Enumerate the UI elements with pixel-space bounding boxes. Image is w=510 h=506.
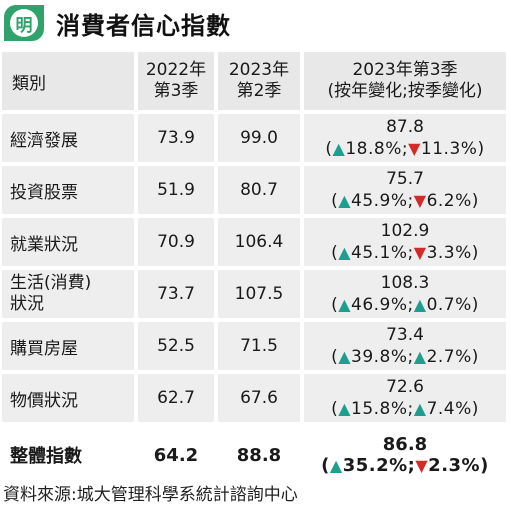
header-2023-q2: 2023年 第2季: [214, 52, 300, 110]
change-text: (▲45.9%;▼6.2%): [331, 190, 479, 211]
yoy-change: 45.1%: [351, 242, 408, 263]
qoq-arrow-icon: ▼: [413, 242, 427, 262]
yoy-change: 39.8%: [351, 346, 408, 367]
value-2023-q3-cell: 75.7 (▲45.9%;▼6.2%): [300, 166, 506, 214]
value-2022-q3: 70.9: [134, 218, 214, 266]
value-2023-q2: 67.6: [214, 374, 300, 422]
qoq-arrow-icon: ▼: [413, 190, 427, 210]
value-2023-q3: 75.7: [386, 168, 424, 189]
row-category: 就業狀況: [2, 218, 134, 266]
value-2023-q2: 71.5: [214, 322, 300, 370]
header-category: 類別: [2, 52, 134, 110]
yoy-arrow-icon: ▲: [332, 138, 346, 158]
value-2022-q3: 73.9: [134, 114, 214, 162]
yoy-change: 45.9%: [351, 190, 408, 211]
value-2023-q3: 72.6: [386, 376, 424, 397]
change-text: (▲39.8%;▲2.7%): [331, 346, 479, 367]
value-2023-q3: 102.9: [380, 220, 430, 241]
row-category: 物價狀況: [2, 374, 134, 422]
table-row: 購買房屋 52.5 71.5 73.4 (▲39.8%;▲2.7%): [2, 322, 506, 370]
qoq-change: 6.2%: [426, 190, 472, 211]
header-2023-q3: 2023年第3季 (按年變化;按季變化): [300, 52, 506, 110]
logo-text: 明: [10, 9, 38, 37]
yoy-arrow-icon: ▲: [338, 398, 352, 418]
value-2023-q3-cell: 73.4 (▲39.8%;▲2.7%): [300, 322, 506, 370]
qoq-change: 3.3%: [426, 242, 472, 263]
qoq-change: 2.7%: [426, 346, 472, 367]
qoq-arrow-icon: ▲: [413, 346, 427, 366]
qoq-change: 2.3%: [428, 454, 481, 476]
yoy-arrow-icon: ▲: [338, 346, 352, 366]
row-category: 購買房屋: [2, 322, 134, 370]
value-2023-q3: 73.4: [386, 324, 424, 345]
value-2022-q3: 62.7: [134, 374, 214, 422]
table-row: 整體指數 64.2 88.8 86.8 (▲35.2%;▼2.3%): [2, 426, 506, 484]
qoq-arrow-icon: ▲: [413, 294, 427, 314]
value-2023-q3-cell: 86.8 (▲35.2%;▼2.3%): [300, 426, 506, 484]
change-text: (▲45.1%;▼3.3%): [331, 242, 479, 263]
qoq-arrow-icon: ▼: [408, 138, 421, 158]
table-row: 投資股票 51.9 80.7 75.7 (▲45.9%;▼6.2%): [2, 166, 506, 214]
value-2023-q3-cell: 87.8 (▲18.8%;▼11.3%): [300, 114, 506, 162]
table-header-row: 類別 2022年 第3季 2023年 第2季 2023年第3季 (按年變化;按季…: [2, 52, 506, 110]
ming-pao-logo-icon: 明: [4, 5, 44, 41]
yoy-change: 15.8%: [351, 398, 408, 419]
value-2022-q3: 73.7: [134, 270, 214, 318]
value-2023-q3-cell: 108.3 (▲46.9%;▲0.7%): [300, 270, 506, 318]
yoy-change: 35.2%: [342, 454, 408, 476]
change-text: (▲18.8%;▼11.3%): [325, 138, 485, 159]
value-2023-q3-cell: 72.6 (▲15.8%;▲7.4%): [300, 374, 506, 422]
value-2023-q2: 99.0: [214, 114, 300, 162]
confidence-index-table: 類別 2022年 第3季 2023年 第2季 2023年第3季 (按年變化;按季…: [2, 48, 506, 488]
value-2023-q2: 88.8: [214, 426, 300, 484]
change-text: (▲35.2%;▼2.3%): [321, 454, 489, 476]
yoy-change: 46.9%: [351, 294, 408, 315]
value-2022-q3: 51.9: [134, 166, 214, 214]
row-category: 投資股票: [2, 166, 134, 214]
value-2023-q2: 106.4: [214, 218, 300, 266]
value-2023-q3-cell: 102.9 (▲45.1%;▼3.3%): [300, 218, 506, 266]
table-row: 物價狀況 62.7 67.6 72.6 (▲15.8%;▲7.4%): [2, 374, 506, 422]
table-row: 經濟發展 73.9 99.0 87.8 (▲18.8%;▼11.3%): [2, 114, 506, 162]
header: 明 消費者信心指數: [0, 0, 510, 48]
table-row: 就業狀況 70.9 106.4 102.9 (▲45.1%;▼3.3%): [2, 218, 506, 266]
value-2022-q3: 64.2: [134, 426, 214, 484]
source-note: 資料來源:城大管理科學系統計諮詢中心: [3, 485, 298, 505]
row-category: 生活(消費) 狀況: [2, 270, 134, 318]
value-2023-q3: 86.8: [382, 433, 428, 455]
row-category: 經濟發展: [2, 114, 134, 162]
yoy-arrow-icon: ▲: [338, 190, 352, 210]
value-2022-q3: 52.5: [134, 322, 214, 370]
yoy-arrow-icon: ▲: [338, 294, 352, 314]
value-2023-q2: 107.5: [214, 270, 300, 318]
yoy-arrow-icon: ▲: [329, 455, 343, 475]
yoy-change: 18.8%: [345, 138, 402, 159]
qoq-change: 7.4%: [426, 398, 472, 419]
change-text: (▲46.9%;▲0.7%): [331, 294, 479, 315]
value-2023-q3: 108.3: [380, 272, 430, 293]
qoq-arrow-icon: ▼: [415, 455, 429, 475]
qoq-change: 0.7%: [426, 294, 472, 315]
page-title: 消費者信心指數: [56, 12, 231, 40]
value-2023-q2: 80.7: [214, 166, 300, 214]
value-2023-q3: 87.8: [386, 116, 424, 137]
header-2022-q3: 2022年 第3季: [134, 52, 214, 110]
change-text: (▲15.8%;▲7.4%): [331, 398, 479, 419]
table-row: 生活(消費) 狀況 73.7 107.5 108.3 (▲46.9%;▲0.7%): [2, 270, 506, 318]
yoy-arrow-icon: ▲: [338, 242, 352, 262]
row-category: 整體指數: [2, 426, 134, 484]
qoq-arrow-icon: ▲: [413, 398, 427, 418]
qoq-change: 11.3%: [420, 138, 478, 159]
